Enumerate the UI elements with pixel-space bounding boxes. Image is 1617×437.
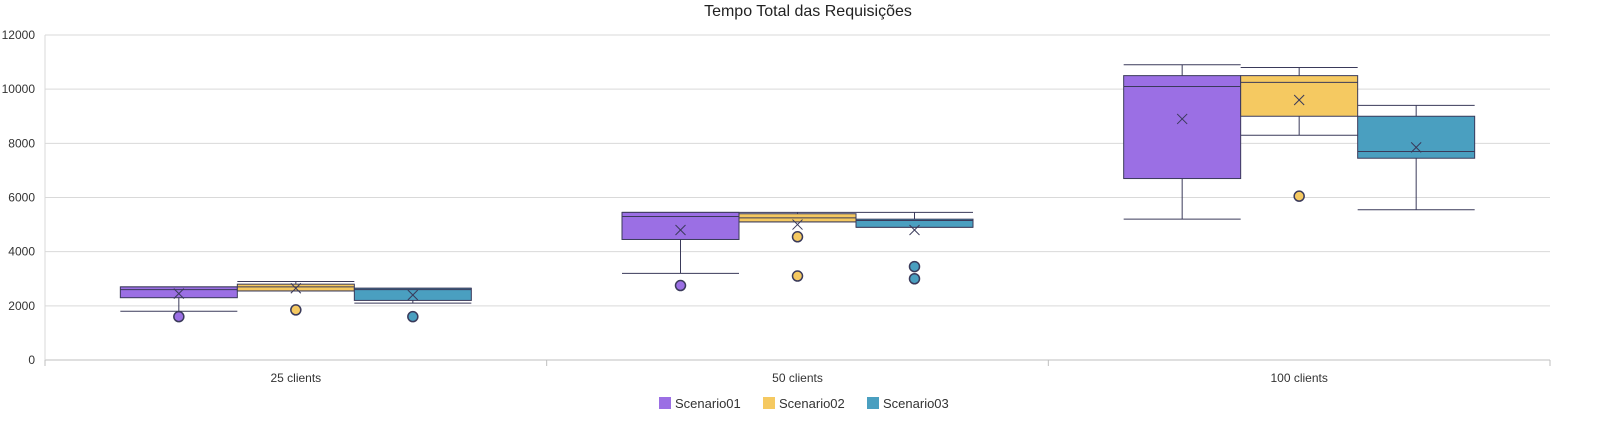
mean-marker <box>290 282 302 294</box>
x-tick-label: 100 clients <box>1270 371 1327 385</box>
y-tick-label: 2000 <box>8 299 35 313</box>
box-scenario01-1 <box>621 211 740 292</box>
chart-title: Tempo Total das Requisições <box>704 3 912 20</box>
box-layer <box>119 64 1476 323</box>
legend-swatch <box>659 397 671 409</box>
mean-marker <box>173 288 185 299</box>
outlier-point <box>407 310 419 323</box>
box-scenario02-2 <box>1240 67 1359 202</box>
mean-marker <box>1176 113 1188 125</box>
box-scenario01-2 <box>1123 64 1242 220</box>
legend-item-scenario01: Scenario01 <box>659 396 741 411</box>
box-scenario03-0 <box>353 287 472 323</box>
outlier-point <box>908 273 921 285</box>
mean-marker <box>792 219 803 230</box>
mean-marker <box>675 224 686 236</box>
mean-marker <box>1293 94 1305 106</box>
box-body <box>1240 75 1359 117</box>
box-scenario02-1 <box>738 211 857 282</box>
y-tick-label: 12000 <box>2 28 36 42</box>
box-body <box>855 218 974 228</box>
outlier-point <box>1293 190 1305 202</box>
mean-marker <box>1410 142 1422 153</box>
y-tick-label: 4000 <box>8 245 35 259</box>
legend-swatch <box>867 397 879 409</box>
box-scenario03-1 <box>855 211 974 285</box>
box-scenario03-2 <box>1357 104 1476 211</box>
legend: Scenario01 Scenario02 Scenario03 <box>659 396 949 411</box>
mean-marker <box>407 289 419 301</box>
mean-marker <box>909 224 920 236</box>
outlier-point <box>791 270 804 282</box>
outlier-point <box>791 231 804 243</box>
legend-item-scenario03: Scenario03 <box>867 396 949 411</box>
x-tick-label: 50 clients <box>772 371 823 385</box>
box-scenario02-0 <box>236 280 355 316</box>
legend-label: Scenario01 <box>675 396 741 411</box>
legend-item-scenario02: Scenario02 <box>763 396 845 411</box>
legend-label: Scenario03 <box>883 396 949 411</box>
box-body <box>1123 75 1242 180</box>
y-tick-label: 6000 <box>8 191 35 205</box>
y-tick-label: 10000 <box>2 82 36 96</box>
y-tick-label: 0 <box>28 353 35 367</box>
x-tick-label: 25 clients <box>270 371 321 385</box>
outlier-point <box>173 310 185 323</box>
box-scenario01-0 <box>119 286 238 323</box>
legend-label: Scenario02 <box>779 396 845 411</box>
box-body <box>119 286 238 299</box>
outlier-point <box>908 260 921 273</box>
outlier-point <box>290 304 302 316</box>
axis-layer: 0 2000 4000 6000 8000 10000 12000 25 clients 50 … <box>2 28 1551 385</box>
legend-swatch <box>763 397 775 409</box>
outlier-point <box>674 279 687 292</box>
y-tick-label: 8000 <box>8 136 35 150</box>
